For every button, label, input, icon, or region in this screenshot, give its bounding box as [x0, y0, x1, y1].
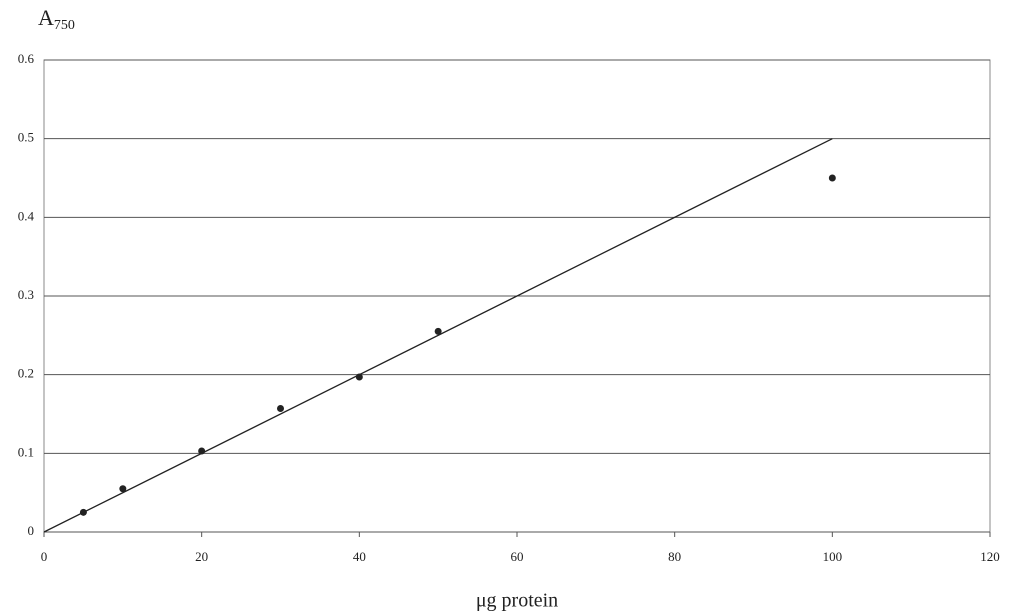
y-tick-label: 0.6 [18, 51, 35, 66]
y-tick-label: 0.5 [18, 130, 34, 145]
chart: A750 μg protein 0 0.1 0.2 0.3 0.4 0.5 0.6 0 20 40… [0, 0, 1010, 616]
data-point [277, 405, 284, 412]
data-point [356, 374, 363, 381]
x-tick-label: 0 [41, 549, 48, 564]
data-point [198, 447, 205, 454]
trend-line [44, 139, 832, 532]
y-tick-label: 0.2 [18, 366, 34, 381]
y-axis-label: A750 [38, 5, 75, 33]
data-point [829, 175, 836, 182]
x-tick-label: 120 [980, 549, 1000, 564]
y-tick-label: 0.4 [18, 208, 35, 223]
x-tick-label: 80 [668, 549, 681, 564]
y-tick-label: 0 [28, 523, 35, 538]
y-axis-label-main: A [38, 5, 54, 30]
data-point [119, 485, 126, 492]
data-point [435, 328, 442, 335]
x-axis-label: μg protein [476, 590, 558, 612]
x-tick-label: 20 [195, 549, 208, 564]
x-tick-label: 60 [511, 549, 524, 564]
y-tick-label: 0.3 [18, 287, 34, 302]
data-point [80, 509, 87, 516]
x-tick-label: 40 [353, 549, 366, 564]
y-axis-label-sub: 750 [54, 18, 75, 33]
x-tick-label: 100 [823, 549, 843, 564]
y-tick-label: 0.1 [18, 444, 34, 459]
